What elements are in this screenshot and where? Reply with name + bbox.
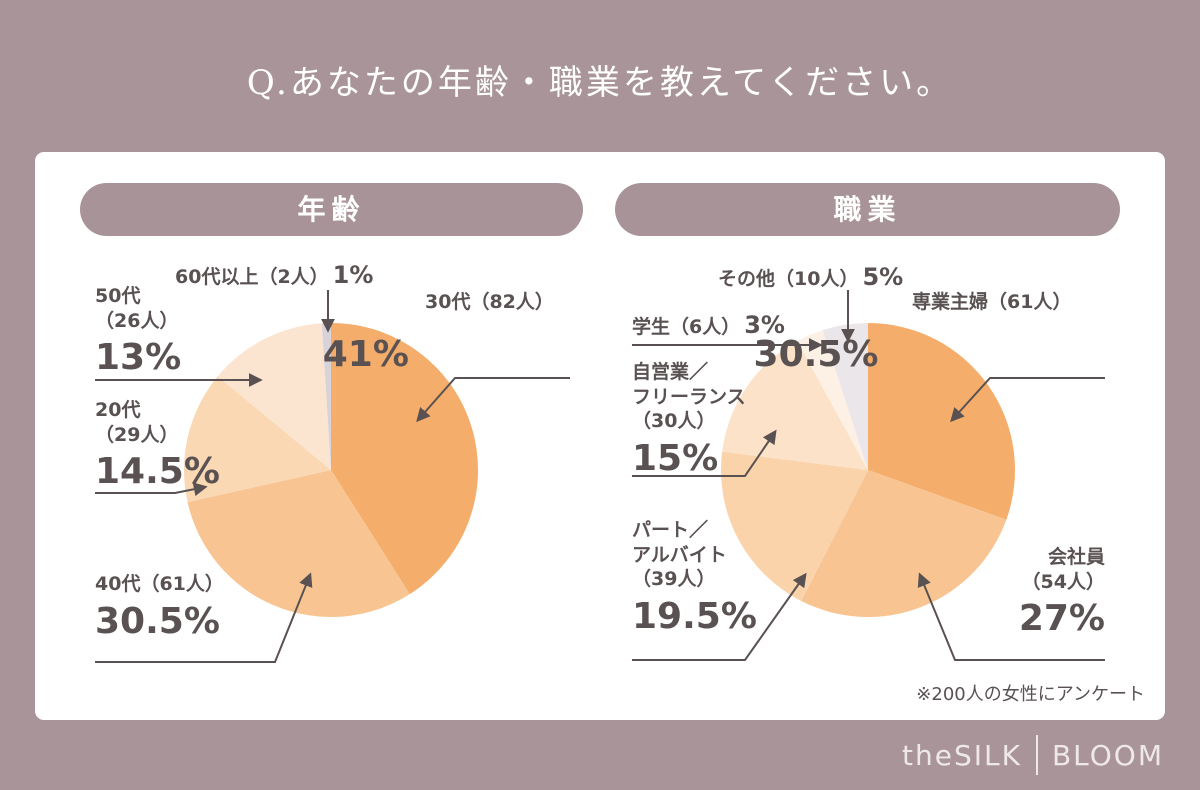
- value-label: 27%: [1018, 598, 1105, 640]
- category-label: 20代 （29人）: [95, 399, 179, 446]
- category-label: 40代（61人）: [95, 573, 224, 595]
- leader-line: [950, 377, 1105, 423]
- category-label: 30代（82人）: [425, 291, 554, 313]
- slice-label: 40代（61人） 30.5%: [95, 572, 224, 645]
- pie-slice: [184, 376, 331, 503]
- slice-label: 50代 （26人） 13%: [95, 284, 181, 382]
- value-label: 15%: [632, 438, 719, 480]
- chart-header: 職業: [615, 183, 1120, 236]
- leader-line: [632, 572, 807, 661]
- pie-slice: [331, 323, 478, 595]
- category-label: 60代以上（2人）: [175, 266, 329, 288]
- brand-name: BLOOM: [1051, 738, 1164, 772]
- value-label: 14.5%: [95, 451, 220, 493]
- slice-label: 学生（6人） 3%: [632, 310, 785, 341]
- slice-label: 60代以上（2人） 1%: [175, 260, 373, 291]
- slice-label: 20代 （29人） 14.5%: [95, 398, 220, 496]
- page-title: Q.あなたの年齢・職業を教えてください。: [246, 63, 954, 103]
- pie-slice: [722, 341, 868, 470]
- slice-label: 30代（82人） 41%: [323, 290, 554, 375]
- pie-slice: [868, 323, 1015, 520]
- brand: theSILK BLOOM: [902, 735, 1164, 775]
- value-label: 41%: [322, 334, 409, 375]
- slice-label: パート／ アルバイト （39人） 19.5%: [632, 518, 757, 641]
- leader-line: [632, 429, 777, 477]
- value-label: 1%: [332, 261, 374, 289]
- category-label: 会社員 （54人）: [1021, 546, 1105, 593]
- category-label: 自営業／ フリーランス （30人）: [632, 361, 746, 433]
- value-label: 3%: [744, 311, 785, 339]
- slice-label: 自営業／ フリーランス （30人） 15%: [632, 360, 746, 483]
- footnote: ※200人の女性にアンケート: [916, 684, 1145, 705]
- category-label: その他（10人）: [718, 268, 859, 290]
- slice-label: 会社員 （54人） 27%: [1019, 545, 1105, 643]
- pie-slice: [217, 323, 331, 470]
- brand-name: theSILK: [902, 738, 1022, 772]
- pie-slice: [721, 451, 868, 601]
- brand-divider: [1035, 735, 1038, 775]
- value-label: 5%: [862, 263, 904, 291]
- leader-line: [917, 572, 1105, 661]
- leader-line: [95, 572, 313, 663]
- value-label: 30.5%: [753, 334, 879, 375]
- pie-slice: [801, 470, 1007, 617]
- value-label: 13%: [95, 337, 182, 379]
- chart-header: 年齢: [80, 183, 583, 236]
- value-label: 30.5%: [95, 600, 220, 642]
- leader-line: [95, 482, 208, 497]
- leader-line: [416, 377, 570, 423]
- value-label: 19.5%: [632, 596, 757, 638]
- category-label: 専業主婦（61人）: [912, 291, 1072, 313]
- category-label: 50代 （26人）: [95, 285, 179, 332]
- pie-slice: [187, 470, 410, 617]
- category-label: 学生（6人）: [632, 316, 741, 338]
- pie-slice: [321, 323, 331, 470]
- pie-slice: [822, 323, 868, 470]
- category-label: パート／ アルバイト （39人）: [632, 519, 727, 591]
- pie-slice: [797, 330, 868, 470]
- slice-label: その他（10人） 5%: [718, 262, 903, 293]
- slice-label: 専業主婦（61人） 30.5%: [754, 290, 1072, 375]
